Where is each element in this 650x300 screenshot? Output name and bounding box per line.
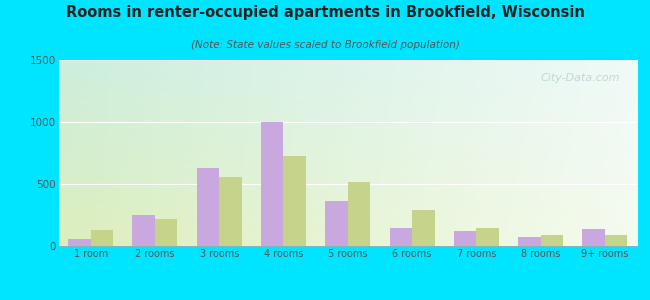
Text: City-Data.com: City-Data.com: [540, 73, 619, 83]
Text: Rooms in renter-occupied apartments in Brookfield, Wisconsin: Rooms in renter-occupied apartments in B…: [66, 4, 584, 20]
Bar: [348, 182, 370, 246]
Bar: [605, 236, 627, 246]
Bar: [325, 201, 348, 246]
Bar: [283, 156, 306, 246]
Bar: [155, 219, 177, 246]
Bar: [90, 230, 113, 246]
Bar: [476, 228, 499, 246]
Bar: [582, 229, 605, 246]
Bar: [454, 231, 476, 246]
Bar: [389, 228, 412, 246]
Bar: [133, 215, 155, 246]
Text: (Note: State values scaled to Brookfield population): (Note: State values scaled to Brookfield…: [190, 40, 460, 50]
Bar: [541, 235, 563, 246]
Bar: [412, 210, 434, 246]
Bar: [219, 177, 242, 246]
Bar: [518, 237, 541, 246]
Bar: [261, 122, 283, 246]
Bar: [68, 239, 90, 246]
Bar: [197, 168, 219, 246]
